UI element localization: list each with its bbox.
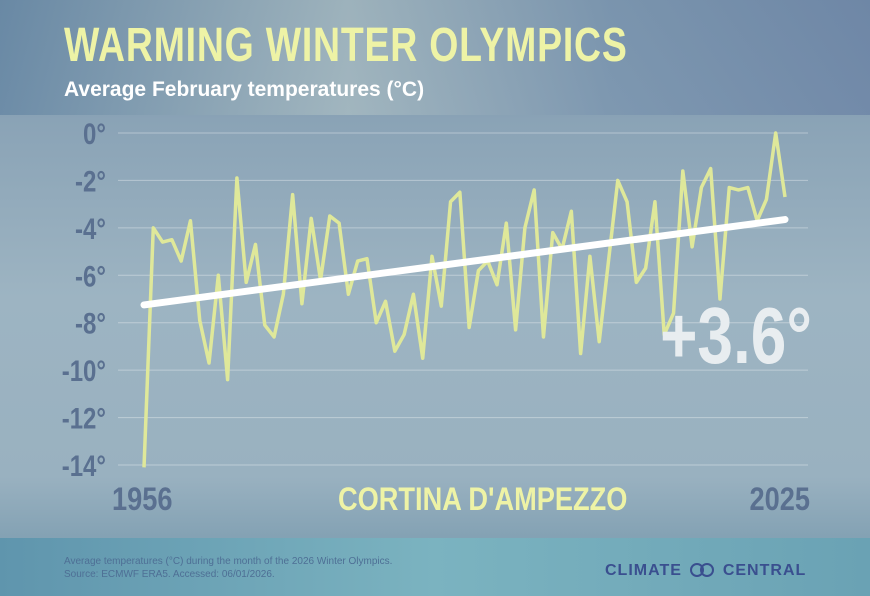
- footer-background: [0, 538, 870, 596]
- footer-source: Source: ECMWF ERA5. Accessed: 06/01/2026…: [64, 569, 275, 580]
- trend-line: [140, 216, 789, 309]
- y-tick-label: -8°: [75, 306, 106, 340]
- y-tick-label: 0°: [83, 116, 106, 150]
- y-tick-label: -12°: [62, 401, 106, 435]
- warming-annotation: +3.6°: [660, 291, 812, 380]
- chart-title: WARMING WINTER OLYMPICS: [64, 19, 628, 72]
- y-tick-label: -14°: [62, 448, 106, 482]
- y-tick-label: -10°: [62, 354, 106, 388]
- y-tick-label: -6°: [75, 259, 106, 293]
- climate-central-logo: CLIMATE CENTRAL: [605, 562, 806, 580]
- header-background: [0, 0, 870, 115]
- y-tick-label: -4°: [75, 211, 106, 245]
- chart-subtitle: Average February temperatures (°C): [64, 78, 425, 101]
- x-label-start: 1956: [112, 482, 172, 518]
- y-tick-label: -2°: [75, 164, 106, 198]
- logo-rings-icon: [687, 563, 717, 577]
- location-label: CORTINA D'AMPEZZO: [338, 482, 627, 518]
- footer-note: Average temperatures (°C) during the mon…: [64, 556, 393, 567]
- brand-right: CENTRAL: [722, 562, 807, 579]
- brand-left: CLIMATE: [605, 562, 682, 579]
- x-label-end: 2025: [750, 482, 810, 518]
